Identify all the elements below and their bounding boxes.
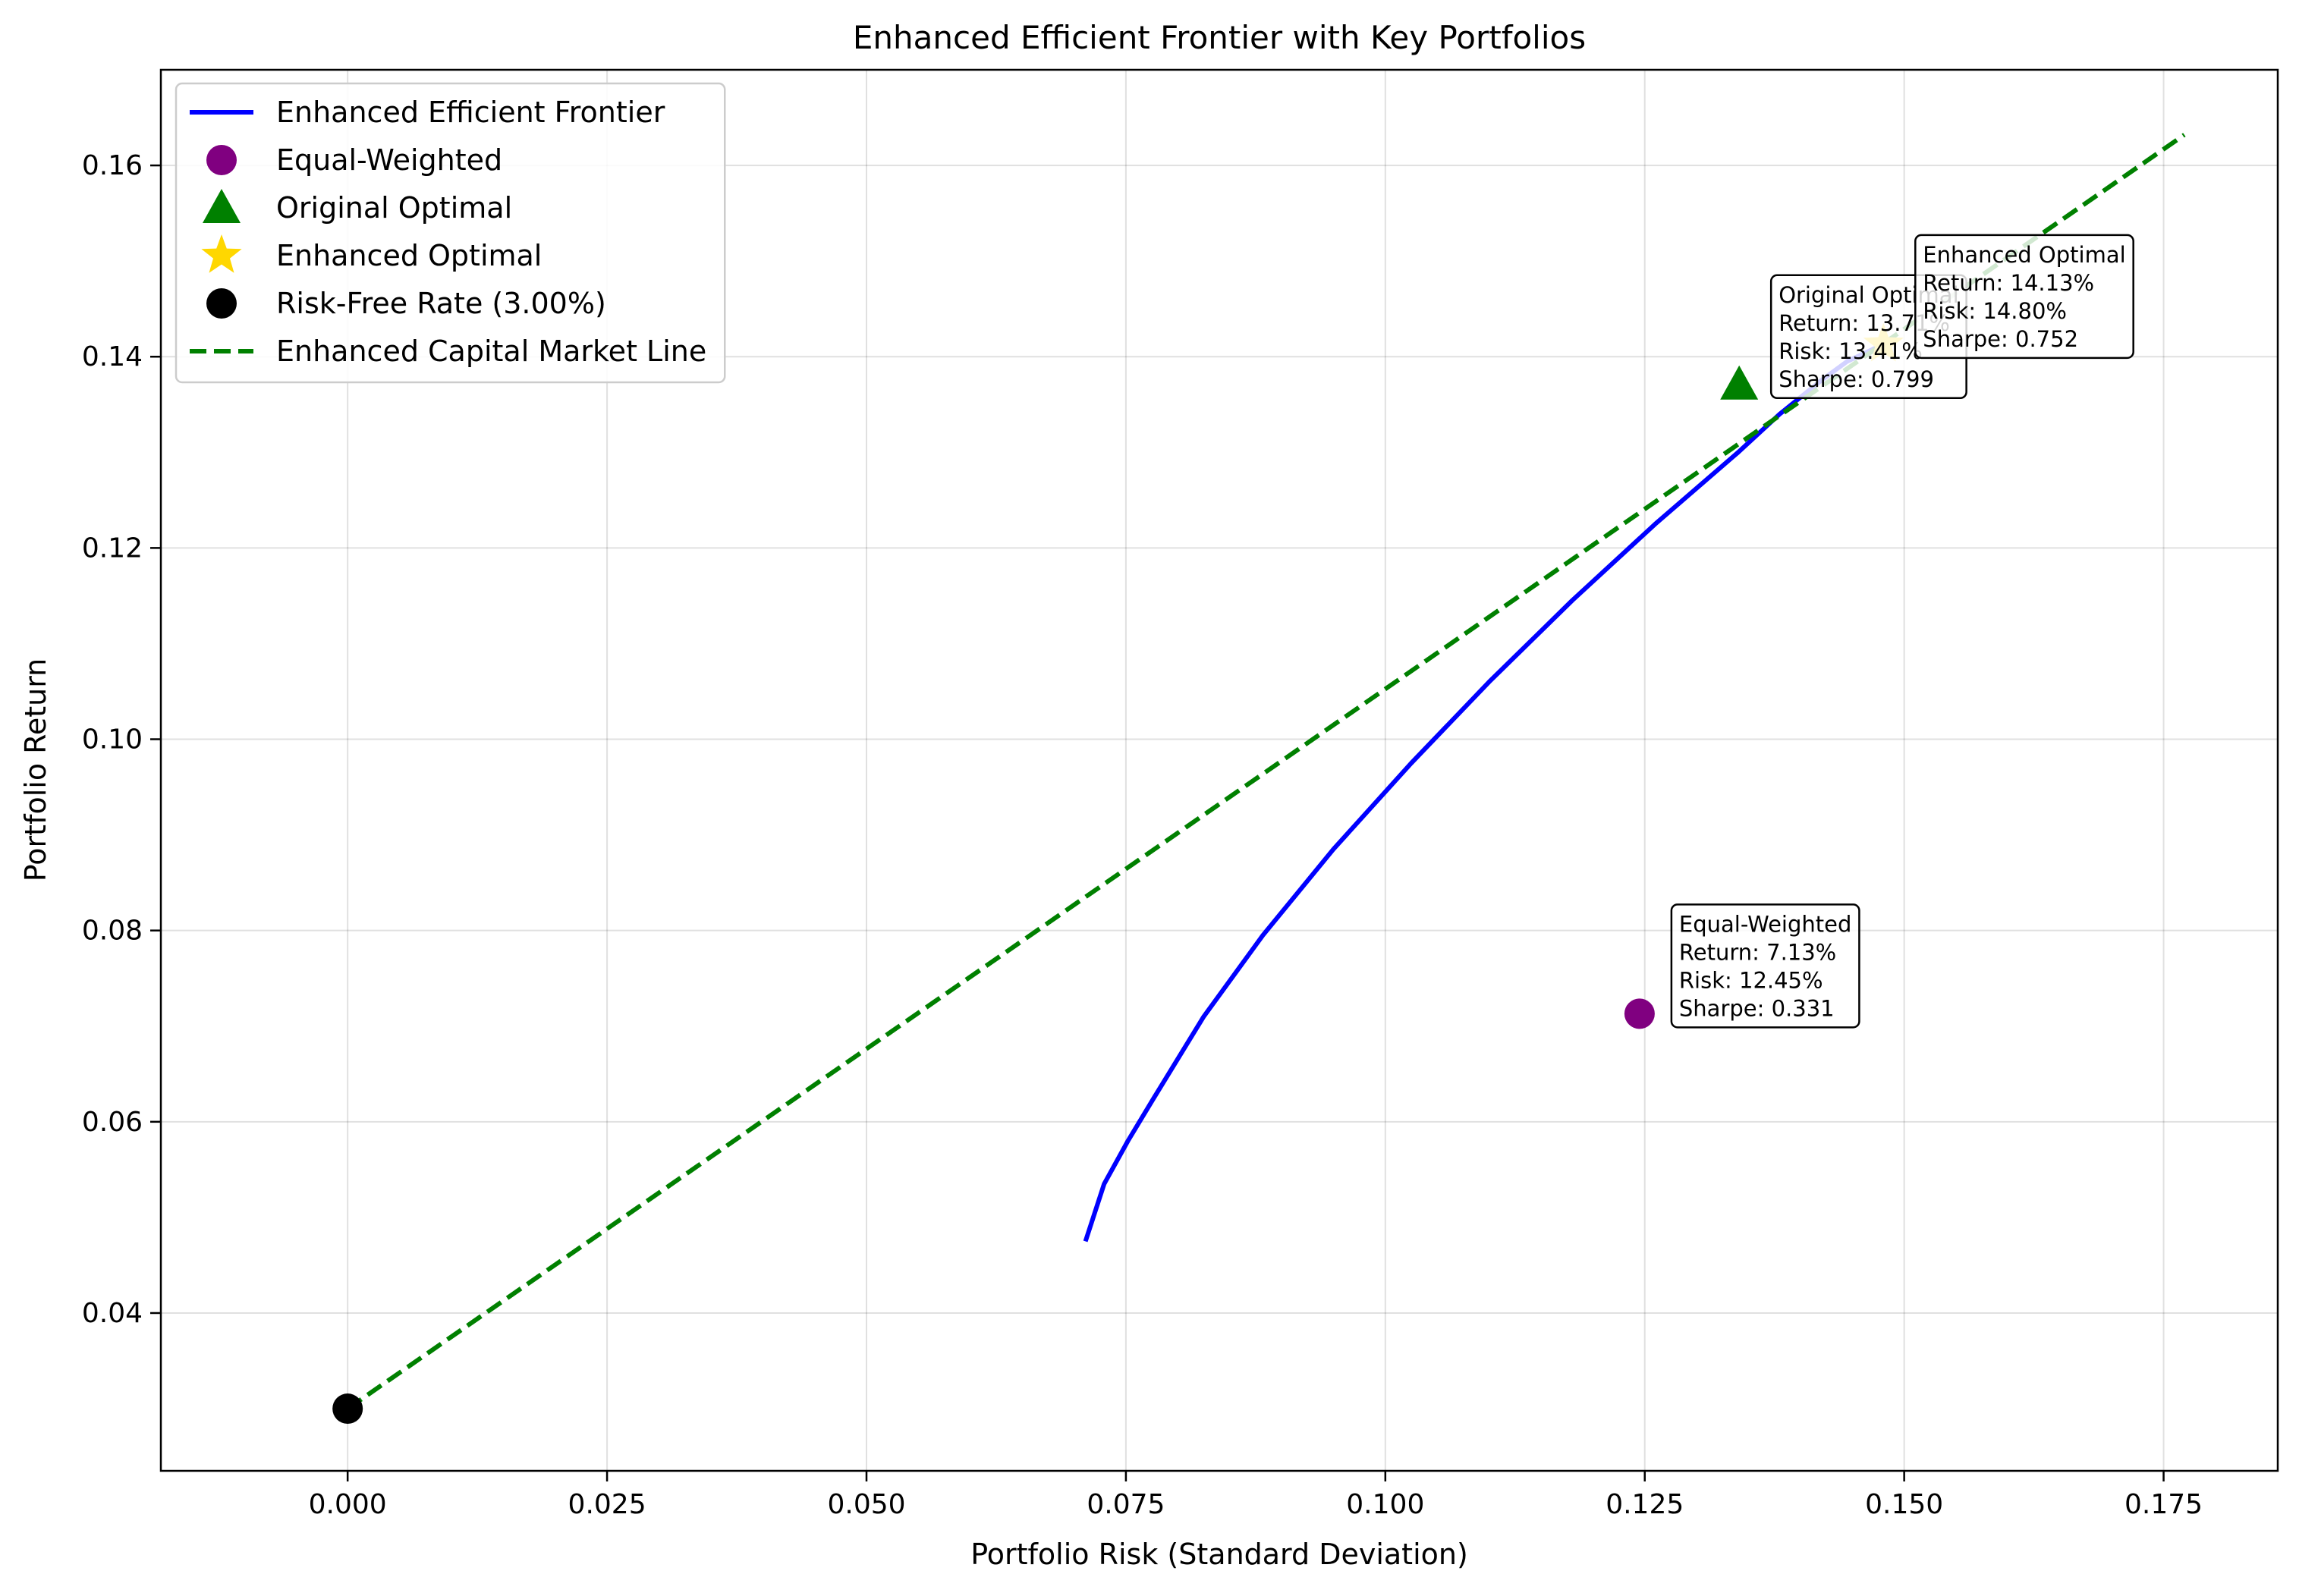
legend-label: Equal-Weighted <box>276 143 502 177</box>
annotation-line: Risk: 12.45% <box>1679 967 1823 993</box>
y-tick-label: 0.06 <box>82 1107 143 1138</box>
annotation-line: Risk: 13.41% <box>1779 338 1923 364</box>
y-tick-label: 0.10 <box>82 724 143 756</box>
y-tick-label: 0.14 <box>82 341 143 372</box>
annotation-line: Return: 14.13% <box>1923 270 2094 296</box>
legend-frame <box>175 82 726 384</box>
marker-point-4 <box>332 1393 363 1425</box>
x-tick-label: 0.050 <box>827 1489 905 1520</box>
legend-label: Enhanced Efficient Frontier <box>276 96 665 129</box>
y-axis-label: Portfolio Return <box>19 658 52 882</box>
legend-swatch <box>203 189 241 223</box>
annotation-line: Sharpe: 0.752 <box>1923 326 2078 352</box>
y-tick-label: 0.16 <box>82 150 143 181</box>
y-tick-label: 0.12 <box>82 533 143 564</box>
legend-box: Enhanced Efficient Frontier Equal-Weighte… <box>175 82 726 384</box>
series-line-5 <box>346 133 2186 1411</box>
grid <box>161 70 2278 1471</box>
x-tick-label: 0.150 <box>1865 1489 1943 1520</box>
x-tick-label: 0.000 <box>309 1489 387 1520</box>
marker-point-2 <box>1720 365 1759 400</box>
annotation-frame <box>1670 903 1860 1029</box>
legend-label: Risk-Free Rate (3.00%) <box>276 287 606 320</box>
annotation-line: Risk: 14.80% <box>1923 298 2067 324</box>
legend-label: Enhanced Capital Market Line <box>276 335 706 368</box>
legend: Enhanced Efficient Frontier Equal-Weighte… <box>175 82 726 384</box>
annotation-line: Return: 7.13% <box>1679 939 1836 965</box>
annotation-line: Equal-Weighted <box>1679 911 1852 937</box>
annotation-line: Sharpe: 0.331 <box>1679 995 1835 1021</box>
legend-swatch <box>206 288 237 319</box>
x-tick-label: 0.025 <box>568 1489 646 1520</box>
x-axis-label: Portfolio Risk (Standard Deviation) <box>970 1538 1468 1571</box>
annotation-line: Sharpe: 0.799 <box>1779 366 1934 392</box>
x-tick-label: 0.075 <box>1087 1489 1165 1520</box>
marker-point-1 <box>1624 998 1655 1029</box>
x-tick-label: 0.100 <box>1346 1489 1424 1520</box>
legend-swatch <box>206 145 237 175</box>
y-tick-label: 0.08 <box>82 916 143 947</box>
chart-title: Enhanced Efficient Frontier with Key Por… <box>853 19 1586 56</box>
legend-label: Enhanced Optimal <box>276 239 542 272</box>
x-tick-label: 0.175 <box>2124 1489 2203 1520</box>
annotation-line: Enhanced Optimal <box>1923 242 2125 268</box>
x-tick-label: 0.125 <box>1606 1489 1684 1520</box>
legend-swatch <box>201 234 242 273</box>
ticks: 0.000 0.025 0.050 0.075 0.100 0.125 0.150 0.175… <box>82 150 2203 1520</box>
y-tick-label: 0.04 <box>82 1298 143 1329</box>
annotation-frame <box>1914 234 2134 360</box>
plot-frame <box>159 68 2279 1472</box>
legend-label: Original Optimal <box>276 191 512 225</box>
